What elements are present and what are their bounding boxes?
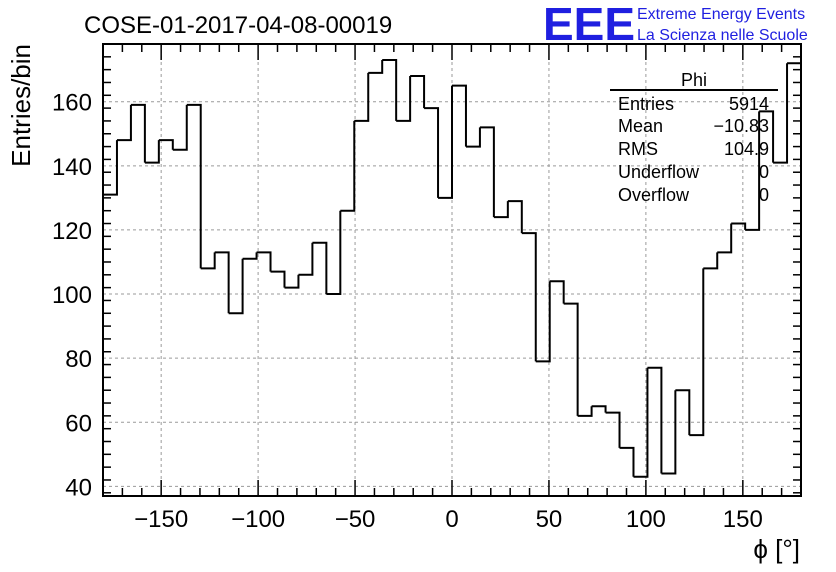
histogram-bin xyxy=(200,252,216,270)
stats-box: Phi Entries 5914 Mean −10.83 RMS 104.9 U… xyxy=(610,70,778,205)
x-tick-label: −100 xyxy=(231,506,285,533)
histogram-bin xyxy=(647,366,663,474)
histogram-bin xyxy=(703,252,719,270)
histogram-bin xyxy=(410,75,426,109)
stats-label-underflow: Underflow xyxy=(618,162,700,182)
stats-value-rms: 104.9 xyxy=(724,139,769,159)
histogram-bin xyxy=(103,140,118,196)
logo-line-1: Extreme Energy Events xyxy=(637,6,805,23)
histogram-bin xyxy=(493,201,509,219)
y-tick-label: 80 xyxy=(65,346,92,373)
histogram-bin xyxy=(242,252,258,260)
histogram-bin xyxy=(144,140,160,164)
x-tick-label: 50 xyxy=(536,506,563,533)
histogram-bin xyxy=(340,120,356,212)
stats-value-underflow: 0 xyxy=(759,162,769,182)
histogram-bin xyxy=(256,251,272,272)
histogram-bin xyxy=(731,222,747,230)
chart-title: COSE-01-2017-04-08-00019 xyxy=(84,12,392,39)
stats-value-mean: −10.83 xyxy=(713,116,769,136)
histogram-bin xyxy=(675,389,691,436)
histogram-bin xyxy=(563,302,579,416)
stats-value-entries: 5914 xyxy=(729,94,769,114)
histogram-bin xyxy=(619,446,635,477)
histogram-bin xyxy=(479,126,495,218)
histogram-bin xyxy=(535,281,551,363)
histogram-bin xyxy=(116,104,132,142)
histogram-bin xyxy=(424,107,440,198)
histogram-bin xyxy=(186,103,202,269)
histogram-bin xyxy=(689,268,705,437)
x-axis-label: ϕ [°] xyxy=(753,534,800,564)
stats-label-overflow: Overflow xyxy=(618,185,690,205)
x-tick-label: −150 xyxy=(134,506,188,533)
histogram-bin xyxy=(759,110,775,163)
histogram-bin xyxy=(396,76,412,122)
stats-label-mean: Mean xyxy=(618,116,663,136)
stats-label-entries: Entries xyxy=(618,94,674,114)
histogram-bin xyxy=(507,200,523,234)
logo-line-2: La Scienza nelle Scuole xyxy=(637,27,808,44)
y-tick-label: 60 xyxy=(65,410,92,437)
histogram-bin xyxy=(298,242,314,276)
x-tick-label: 150 xyxy=(723,506,763,533)
histogram-bin xyxy=(633,367,649,478)
histogram-bin xyxy=(270,270,286,288)
stats-label-rms: RMS xyxy=(618,139,658,159)
y-tick-label: 120 xyxy=(52,218,92,245)
histogram-bin xyxy=(465,127,481,148)
histogram-bin xyxy=(577,406,593,417)
histogram-bin xyxy=(382,59,398,121)
histogram-bin xyxy=(745,111,761,231)
histogram-bin xyxy=(326,210,342,296)
x-tick-label: 100 xyxy=(626,506,666,533)
histogram-bin xyxy=(549,280,565,304)
histogram-bin xyxy=(158,139,174,150)
histogram-outline xyxy=(102,59,801,496)
histogram-bin xyxy=(130,103,146,163)
histogram-bin xyxy=(172,104,188,151)
stats-value-overflow: 0 xyxy=(759,185,769,205)
histogram-bin xyxy=(717,223,733,254)
histogram-bin xyxy=(214,251,230,314)
y-tick-label: 140 xyxy=(52,154,92,181)
histogram-bin xyxy=(312,241,328,295)
histogram-bin xyxy=(661,390,677,475)
eee-logo-mark: EEE xyxy=(543,0,635,50)
stats-title: Phi xyxy=(681,70,707,90)
y-tick-label: 100 xyxy=(52,282,92,309)
histogram-bin xyxy=(284,274,300,289)
histogram-bin xyxy=(605,411,621,448)
histogram-bin xyxy=(521,232,537,362)
y-tick-label: 40 xyxy=(65,474,92,501)
histogram-bin xyxy=(452,84,467,147)
axes: −150 −100 −50 0 50 100 150 40 60 80 100 120 140 160 xyxy=(52,43,802,533)
histogram-bin xyxy=(773,63,789,164)
histogram-bin xyxy=(438,85,453,199)
y-tick-label: 160 xyxy=(52,90,92,117)
y-axis-label: Entries/bin xyxy=(6,44,36,167)
x-tick-label: 0 xyxy=(445,506,458,533)
histogram-bin xyxy=(228,258,244,315)
x-tick-label: −50 xyxy=(335,506,376,533)
histogram-bin xyxy=(591,405,607,413)
histogram-bin xyxy=(368,60,384,74)
histogram-bin xyxy=(354,72,370,122)
